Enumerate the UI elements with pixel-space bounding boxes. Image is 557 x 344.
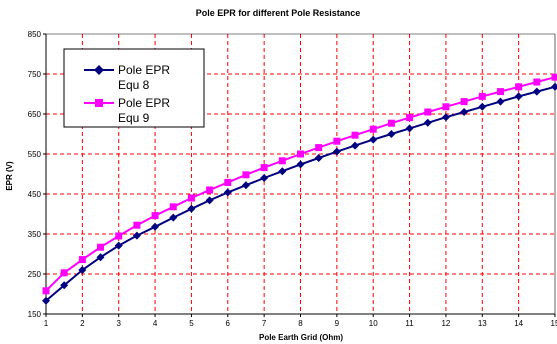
data-point [132,231,141,240]
data-point [369,135,378,144]
data-point [96,253,105,262]
data-point [369,125,377,133]
data-point [151,212,159,220]
data-point [60,281,69,290]
data-point [332,147,341,156]
data-point [115,232,123,240]
x-tick-label: 13 [478,319,487,328]
x-tick-label: 2 [80,319,85,328]
data-point [78,256,86,264]
y-tick-label: 250 [28,270,42,279]
data-point [224,178,232,186]
data-point [478,102,487,111]
data-point [187,194,195,202]
x-tick-label: 9 [335,319,340,328]
y-tick-label: 750 [28,70,42,79]
series-1 [42,82,557,305]
y-tick-label: 450 [28,190,42,199]
data-point [441,113,450,122]
data-point [151,222,160,231]
legend-label-equ8-line1: Pole EPR [118,63,170,77]
data-point [169,203,177,211]
data-point [278,157,286,165]
data-point [460,108,469,116]
data-point [333,137,341,145]
data-point [278,167,287,176]
legend-box [63,48,205,128]
x-tick-label: 6 [226,319,231,328]
data-point [97,243,105,251]
legend: Pole EPR Equ 8 Pole EPR Equ 9 [63,48,205,128]
data-point [241,181,250,190]
y-tick-label: 350 [28,230,42,239]
data-point [296,160,305,169]
data-point [42,296,50,305]
y-axis-label: EPR (V) [5,161,14,191]
y-tick-labels: 150 250 350 450 550 650 750 850 [28,30,42,319]
data-point [206,186,214,194]
x-tick-label: 7 [262,319,267,328]
x-tick-label: 11 [405,319,414,328]
data-point [351,131,359,139]
legend-marker-equ8 [94,65,104,75]
data-point [315,144,323,152]
data-point [551,73,557,81]
data-point [405,124,414,133]
data-point [169,213,178,222]
series-group [42,73,557,305]
data-point [532,87,541,96]
data-point [423,118,432,127]
data-point [314,154,323,162]
legend-label-equ8-line2: Equ 8 [118,78,150,92]
data-point [60,269,68,277]
data-point [406,114,414,122]
x-tick-label: 12 [441,319,450,328]
x-tick-label: 8 [298,319,303,328]
data-point [133,221,141,229]
data-point [242,171,250,179]
data-point [351,141,360,150]
data-point [515,83,523,91]
axes [45,33,556,315]
data-point [114,241,123,250]
series-2 [42,73,557,295]
legend-label-equ9-line1: Pole EPR [118,96,170,110]
data-point [442,103,450,111]
y-tick-label: 850 [28,30,42,39]
data-point [387,130,396,138]
x-tick-label: 4 [153,319,158,328]
y-tick-label: 550 [28,150,42,159]
legend-marker-equ9 [95,99,103,107]
data-point [460,98,468,106]
x-tick-label: 15 [551,319,557,328]
data-point [78,266,87,274]
x-tick-labels: 123456789101112131415 [44,319,557,328]
data-point [496,97,505,106]
legend-label-equ9-line2: Equ 9 [118,111,150,125]
data-point [297,150,304,158]
y-tick-label: 150 [28,310,42,319]
data-point [223,188,232,197]
data-point [496,88,504,96]
x-tick-label: 1 [44,319,49,328]
x-axis-label: Pole Earth Grid (Ohm) [259,333,343,342]
x-tick-label: 3 [116,319,121,328]
data-point [551,82,557,91]
data-point [205,196,214,205]
y-tick-label: 650 [28,110,42,119]
data-point [260,164,268,172]
data-point [187,204,196,213]
data-point [514,92,523,101]
data-point [533,78,541,86]
data-point [424,108,432,116]
x-tick-label: 5 [189,319,194,328]
data-point [478,92,486,100]
data-point [260,174,269,182]
data-point [387,119,395,127]
data-point [42,287,50,295]
x-tick-label: 10 [369,319,378,328]
x-tick-label: 14 [514,319,523,328]
chart-title: Pole EPR for different Pole Resistance [196,8,361,18]
